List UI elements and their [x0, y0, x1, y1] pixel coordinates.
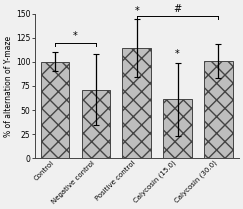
Text: *: * — [175, 49, 180, 59]
Bar — [122, 48, 151, 158]
Bar — [41, 62, 69, 158]
Y-axis label: % of alternation of Y-maze: % of alternation of Y-maze — [4, 35, 13, 136]
Bar — [163, 99, 192, 158]
Bar — [82, 90, 110, 158]
Text: *: * — [134, 6, 139, 15]
Text: #: # — [174, 4, 182, 14]
Bar — [204, 61, 233, 158]
Text: *: * — [73, 31, 78, 41]
